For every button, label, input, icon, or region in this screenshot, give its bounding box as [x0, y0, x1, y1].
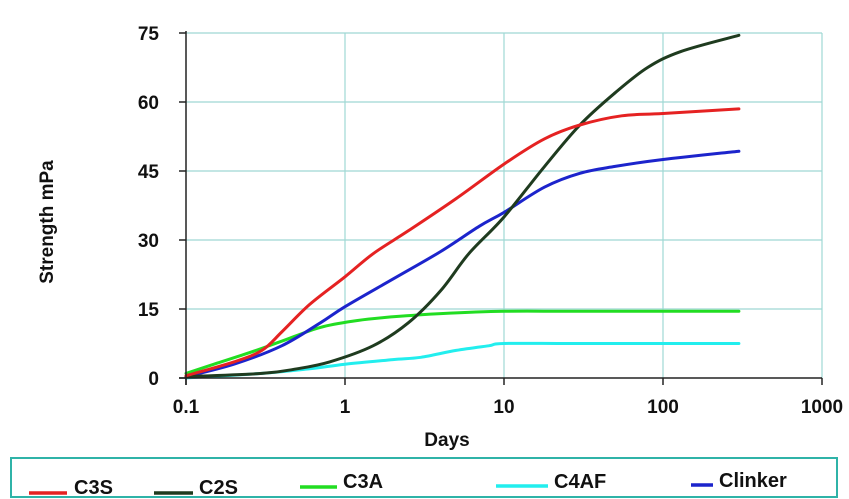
- y-axis-title: Strength mPa: [37, 160, 58, 284]
- legend-box: [10, 457, 838, 498]
- x-tick-label: 1000: [801, 397, 843, 418]
- legend-label-c2s: C2S: [199, 477, 238, 499]
- legend-label-c4af: C4AF: [554, 471, 606, 493]
- series-line-clinker: [184, 149, 741, 379]
- legend-label-c3a: C3A: [343, 471, 383, 493]
- series-line-c3a: [184, 309, 741, 375]
- x-tick-label: 100: [647, 397, 679, 418]
- series-line-c3s: [184, 107, 741, 378]
- y-tick-label: 30: [138, 231, 159, 252]
- x-axis-title: Days: [424, 430, 469, 451]
- legend: C3S C2S C3A C4AF Clinker: [10, 457, 838, 499]
- x-tick-label: 10: [493, 397, 514, 418]
- series-lines: [184, 33, 741, 380]
- legend-label-c3s: C3S: [74, 477, 113, 499]
- legend-label-clinker: Clinker: [719, 470, 787, 492]
- x-tick-label: 0.1: [173, 397, 200, 418]
- y-tick-label: 60: [138, 93, 159, 114]
- grid: [186, 32, 823, 378]
- tick-labels: 0 15 30 45 60 75 0.1 1 10 100 1000: [138, 24, 843, 418]
- axes: [179, 31, 823, 385]
- y-tick-label: 15: [138, 300, 160, 321]
- series-line-c2s: [184, 33, 741, 379]
- y-tick-label: 75: [138, 24, 160, 45]
- x-tick-label: 1: [340, 397, 351, 418]
- y-tick-label: 0: [148, 369, 159, 390]
- y-tick-label: 45: [138, 162, 160, 183]
